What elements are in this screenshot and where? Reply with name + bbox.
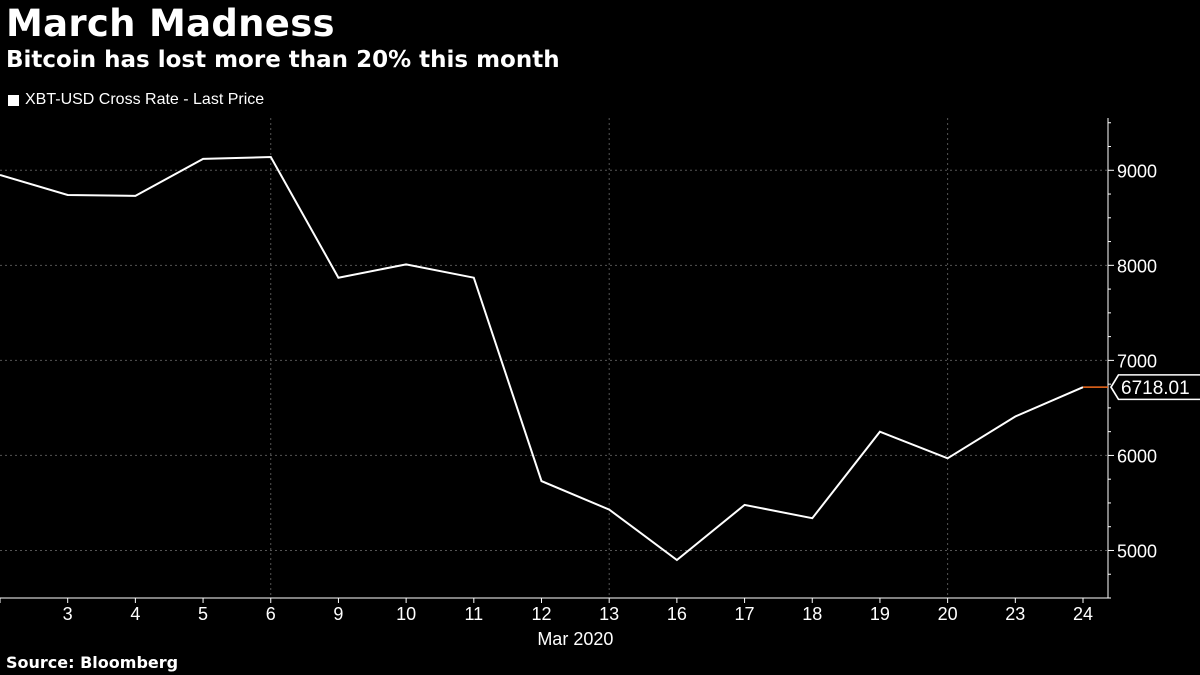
source-note: Source: Bloomberg (6, 653, 179, 672)
x-tick-label: 9 (333, 604, 343, 624)
x-tick-label: 3 (63, 604, 73, 624)
legend-label: XBT-USD Cross Rate - Last Price (25, 91, 265, 108)
legend-swatch (8, 94, 19, 106)
x-tick-label: 6 (266, 604, 276, 624)
y-tick-label: 6000 (1117, 446, 1157, 466)
axes (0, 118, 1114, 603)
x-axis-label: Mar 2020 (537, 629, 613, 649)
last-price-label: 6718.01 (1121, 378, 1190, 399)
y-tick-label: 5000 (1117, 541, 1157, 561)
chart-title: March Madness (6, 2, 335, 45)
x-tick-label: 12 (531, 604, 551, 624)
labels: 5000 6000 7000 8000 9000 3 4 5 6 9 10 11 12 13 16 17 18 1… (63, 161, 1200, 649)
last-price-tag-inner (1112, 375, 1200, 399)
x-tick-label: 16 (667, 604, 687, 624)
x-tick-label: 10 (396, 604, 416, 624)
y-tick-label: 7000 (1117, 351, 1157, 371)
x-tick-label: 5 (198, 604, 208, 624)
y-tick-label: 8000 (1117, 256, 1157, 276)
x-tick-label: 17 (735, 604, 755, 624)
x-tick-label: 4 (130, 604, 140, 624)
x-tick-label: 18 (802, 604, 822, 624)
chart-subtitle: Bitcoin has lost more than 20% this mont… (6, 47, 560, 73)
y-tick-label: 9000 (1117, 161, 1157, 181)
x-tick-label: 20 (938, 604, 958, 624)
series-layer (0, 155, 1108, 562)
grid-lines (0, 118, 1108, 598)
legend: XBT-USD Cross Rate - Last Price (8, 91, 264, 109)
series-line (0, 155, 1084, 562)
x-tick-label: 23 (1005, 604, 1025, 624)
x-tick-label: 11 (464, 604, 483, 624)
x-tick-label: 24 (1073, 604, 1093, 624)
x-tick-label: 13 (599, 604, 619, 624)
x-tick-label: 19 (870, 604, 890, 624)
